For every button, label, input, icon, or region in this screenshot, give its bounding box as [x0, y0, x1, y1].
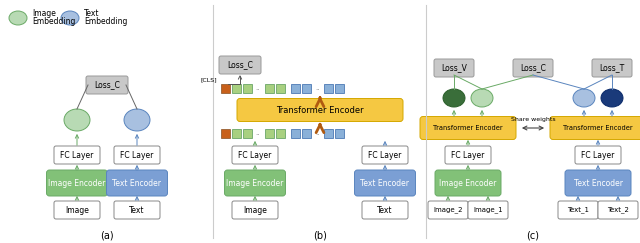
Text: (a): (a)	[100, 230, 114, 240]
Text: (b): (b)	[313, 230, 327, 240]
Text: Transformer Encoder: Transformer Encoder	[433, 125, 503, 131]
FancyBboxPatch shape	[54, 201, 100, 219]
Text: Text Encoder: Text Encoder	[573, 179, 623, 188]
Ellipse shape	[573, 89, 595, 107]
Bar	[301, 84, 310, 93]
Text: Text Encoder: Text Encoder	[360, 179, 410, 188]
Bar	[291, 129, 300, 138]
Ellipse shape	[61, 11, 79, 25]
Text: Image_1: Image_1	[473, 207, 503, 213]
Text: Loss_C: Loss_C	[227, 61, 253, 69]
Text: ..: ..	[256, 130, 260, 136]
Bar	[221, 129, 230, 138]
FancyBboxPatch shape	[237, 98, 403, 122]
FancyBboxPatch shape	[225, 170, 285, 196]
FancyBboxPatch shape	[445, 146, 491, 164]
FancyBboxPatch shape	[513, 59, 553, 77]
Text: Image Encoder: Image Encoder	[439, 179, 497, 188]
FancyBboxPatch shape	[54, 146, 100, 164]
Bar	[232, 84, 241, 93]
FancyBboxPatch shape	[575, 146, 621, 164]
Bar	[323, 84, 333, 93]
Text: Image Encoder: Image Encoder	[227, 179, 284, 188]
FancyBboxPatch shape	[435, 170, 501, 196]
Text: Text_2: Text_2	[607, 207, 629, 213]
FancyBboxPatch shape	[565, 170, 631, 196]
FancyBboxPatch shape	[420, 116, 516, 139]
Bar	[275, 84, 285, 93]
Bar	[335, 84, 344, 93]
Text: Text: Text	[377, 206, 393, 215]
Ellipse shape	[443, 89, 465, 107]
Text: FC Layer: FC Layer	[60, 150, 93, 159]
Text: Image: Image	[243, 206, 267, 215]
Text: Loss_V: Loss_V	[441, 63, 467, 72]
FancyBboxPatch shape	[106, 170, 168, 196]
Text: Image Encoder: Image Encoder	[48, 179, 106, 188]
FancyBboxPatch shape	[550, 116, 640, 139]
Text: Image_2: Image_2	[433, 207, 463, 213]
Bar	[291, 84, 300, 93]
Text: Text_1: Text_1	[567, 207, 589, 213]
Text: FC Layer: FC Layer	[238, 150, 272, 159]
Text: ..: ..	[256, 85, 260, 91]
Text: (c): (c)	[527, 230, 540, 240]
Bar	[232, 129, 241, 138]
Bar	[275, 129, 285, 138]
FancyBboxPatch shape	[86, 76, 128, 94]
FancyBboxPatch shape	[468, 201, 508, 219]
Text: [CLS]: [CLS]	[200, 78, 217, 83]
Text: Loss_C: Loss_C	[520, 63, 546, 72]
FancyBboxPatch shape	[598, 201, 638, 219]
FancyBboxPatch shape	[434, 59, 474, 77]
FancyBboxPatch shape	[362, 146, 408, 164]
FancyBboxPatch shape	[114, 201, 160, 219]
Text: Image: Image	[32, 9, 56, 18]
Bar	[335, 129, 344, 138]
Ellipse shape	[9, 11, 27, 25]
FancyBboxPatch shape	[47, 170, 108, 196]
FancyBboxPatch shape	[232, 201, 278, 219]
FancyBboxPatch shape	[219, 56, 261, 74]
Ellipse shape	[64, 109, 90, 131]
Bar	[264, 129, 273, 138]
Text: Share weights: Share weights	[511, 116, 556, 122]
Bar	[243, 129, 252, 138]
FancyBboxPatch shape	[428, 201, 468, 219]
FancyBboxPatch shape	[355, 170, 415, 196]
Ellipse shape	[601, 89, 623, 107]
Bar	[243, 84, 252, 93]
Text: ..: ..	[315, 130, 319, 136]
FancyBboxPatch shape	[558, 201, 598, 219]
Text: Text: Text	[84, 9, 99, 18]
Ellipse shape	[471, 89, 493, 107]
Text: Loss_C: Loss_C	[94, 80, 120, 89]
Text: FC Layer: FC Layer	[581, 150, 614, 159]
FancyBboxPatch shape	[232, 146, 278, 164]
FancyBboxPatch shape	[114, 146, 160, 164]
Bar	[264, 84, 273, 93]
Text: FC Layer: FC Layer	[368, 150, 402, 159]
Text: Image: Image	[65, 206, 89, 215]
Text: Embedding: Embedding	[32, 17, 76, 26]
Text: Text Encoder: Text Encoder	[113, 179, 161, 188]
FancyBboxPatch shape	[592, 59, 632, 77]
Bar	[221, 84, 230, 93]
Ellipse shape	[124, 109, 150, 131]
Text: FC Layer: FC Layer	[120, 150, 154, 159]
Text: FC Layer: FC Layer	[451, 150, 484, 159]
Text: ..: ..	[315, 85, 319, 91]
Text: Embedding: Embedding	[84, 17, 127, 26]
Text: Transformer Encoder: Transformer Encoder	[276, 105, 364, 114]
Text: Loss_T: Loss_T	[600, 63, 625, 72]
FancyBboxPatch shape	[362, 201, 408, 219]
Text: Transformer Encoder: Transformer Encoder	[563, 125, 633, 131]
Bar	[301, 129, 310, 138]
Text: Text: Text	[129, 206, 145, 215]
Bar	[323, 129, 333, 138]
